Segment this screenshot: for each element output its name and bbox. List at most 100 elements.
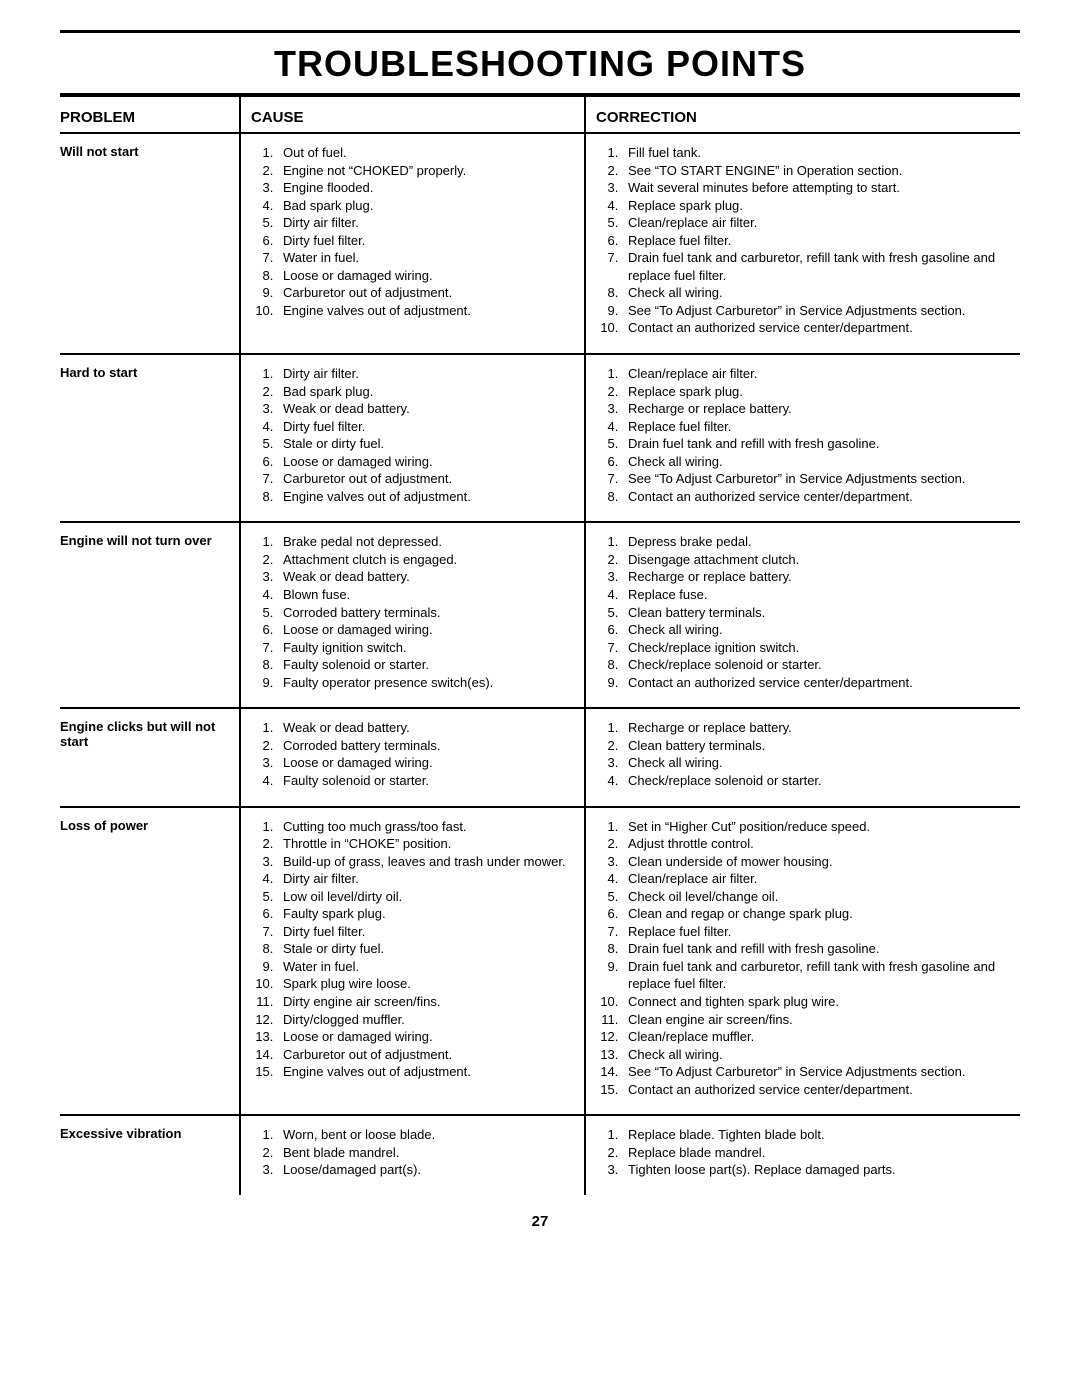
correction-item: Clean engine air screen/fins.	[622, 1011, 1014, 1029]
correction-item: Contact an authorized service center/dep…	[622, 674, 1014, 692]
problem-cell: Engine clicks but will not start	[60, 708, 240, 806]
correction-item: Clean underside of mower housing.	[622, 853, 1014, 871]
cause-item: Dirty fuel filter.	[277, 232, 578, 250]
correction-item: Check/replace ignition switch.	[622, 639, 1014, 657]
cause-item: Loose or damaged wiring.	[277, 754, 578, 772]
table-row: Hard to startDirty air filter.Bad spark …	[60, 354, 1020, 522]
table-row: Loss of powerCutting too much grass/too …	[60, 807, 1020, 1116]
correction-item: Replace fuel filter.	[622, 418, 1014, 436]
correction-item: Check/replace solenoid or starter.	[622, 656, 1014, 674]
cause-item: Engine not “CHOKED” properly.	[277, 162, 578, 180]
correction-cell: Set in “Higher Cut” position/reduce spee…	[585, 807, 1020, 1116]
correction-item: See “TO START ENGINE” in Operation secti…	[622, 162, 1014, 180]
correction-item: Replace spark plug.	[622, 383, 1014, 401]
cause-item: Dirty air filter.	[277, 365, 578, 383]
correction-item: Check all wiring.	[622, 621, 1014, 639]
correction-item: Contact an authorized service center/dep…	[622, 319, 1014, 337]
cause-cell: Cutting too much grass/too fast.Throttle…	[240, 807, 585, 1116]
cause-item: Faulty solenoid or starter.	[277, 772, 578, 790]
cause-item: Carburetor out of adjustment.	[277, 284, 578, 302]
cause-item: Brake pedal not depressed.	[277, 533, 578, 551]
correction-item: Depress brake pedal.	[622, 533, 1014, 551]
correction-item: See “To Adjust Carburetor” in Service Ad…	[622, 1063, 1014, 1081]
cause-item: Throttle in “CHOKE” position.	[277, 835, 578, 853]
cause-item: Dirty air filter.	[277, 214, 578, 232]
correction-item: Replace fuel filter.	[622, 232, 1014, 250]
correction-item: Clean/replace air filter.	[622, 870, 1014, 888]
correction-item: Drain fuel tank and carburetor, refill t…	[622, 249, 1014, 284]
cause-item: Carburetor out of adjustment.	[277, 470, 578, 488]
correction-item: Clean and regap or change spark plug.	[622, 905, 1014, 923]
cause-item: Loose or damaged wiring.	[277, 621, 578, 639]
correction-item: Replace fuel filter.	[622, 923, 1014, 941]
cause-item: Weak or dead battery.	[277, 400, 578, 418]
correction-cell: Fill fuel tank.See “TO START ENGINE” in …	[585, 133, 1020, 354]
cause-item: Engine valves out of adjustment.	[277, 488, 578, 506]
cause-item: Loose or damaged wiring.	[277, 1028, 578, 1046]
page-container: TROUBLESHOOTING POINTS PROBLEM CAUSE COR…	[0, 0, 1080, 1270]
table-row: Will not startOut of fuel.Engine not “CH…	[60, 133, 1020, 354]
cause-cell: Out of fuel.Engine not “CHOKED” properly…	[240, 133, 585, 354]
cause-item: Loose or damaged wiring.	[277, 453, 578, 471]
cause-item: Dirty fuel filter.	[277, 418, 578, 436]
correction-item: See “To Adjust Carburetor” in Service Ad…	[622, 470, 1014, 488]
correction-item: Clean battery terminals.	[622, 737, 1014, 755]
correction-item: Replace spark plug.	[622, 197, 1014, 215]
cause-item: Faulty ignition switch.	[277, 639, 578, 657]
cause-item: Out of fuel.	[277, 144, 578, 162]
correction-item: Replace blade mandrel.	[622, 1144, 1014, 1162]
correction-item: Check all wiring.	[622, 453, 1014, 471]
cause-item: Worn, bent or loose blade.	[277, 1126, 578, 1144]
correction-item: Recharge or replace battery.	[622, 400, 1014, 418]
problem-cell: Engine will not turn over	[60, 522, 240, 708]
cause-item: Engine flooded.	[277, 179, 578, 197]
correction-cell: Replace blade. Tighten blade bolt.Replac…	[585, 1115, 1020, 1195]
correction-item: Drain fuel tank and refill with fresh ga…	[622, 435, 1014, 453]
correction-item: Clean/replace air filter.	[622, 214, 1014, 232]
cause-item: Low oil level/dirty oil.	[277, 888, 578, 906]
header-cause: CAUSE	[240, 97, 585, 133]
cause-item: Water in fuel.	[277, 249, 578, 267]
cause-item: Attachment clutch is engaged.	[277, 551, 578, 569]
correction-item: Check all wiring.	[622, 754, 1014, 772]
header-problem: PROBLEM	[60, 97, 240, 133]
cause-item: Corroded battery terminals.	[277, 737, 578, 755]
correction-item: Recharge or replace battery.	[622, 719, 1014, 737]
correction-cell: Clean/replace air filter.Replace spark p…	[585, 354, 1020, 522]
correction-item: Replace fuse.	[622, 586, 1014, 604]
correction-item: Clean battery terminals.	[622, 604, 1014, 622]
page-number: 27	[60, 1213, 1020, 1230]
header-correction: CORRECTION	[585, 97, 1020, 133]
cause-item: Build-up of grass, leaves and trash unde…	[277, 853, 578, 871]
correction-item: Tighten loose part(s). Replace damaged p…	[622, 1161, 1014, 1179]
correction-item: Connect and tighten spark plug wire.	[622, 993, 1014, 1011]
cause-item: Engine valves out of adjustment.	[277, 302, 578, 320]
cause-item: Spark plug wire loose.	[277, 975, 578, 993]
correction-item: Drain fuel tank and carburetor, refill t…	[622, 958, 1014, 993]
correction-cell: Depress brake pedal.Disengage attachment…	[585, 522, 1020, 708]
table-row: Engine clicks but will not startWeak or …	[60, 708, 1020, 806]
correction-item: Replace blade. Tighten blade bolt.	[622, 1126, 1014, 1144]
correction-item: Check oil level/change oil.	[622, 888, 1014, 906]
cause-item: Carburetor out of adjustment.	[277, 1046, 578, 1064]
correction-item: Recharge or replace battery.	[622, 568, 1014, 586]
cause-item: Water in fuel.	[277, 958, 578, 976]
correction-cell: Recharge or replace battery.Clean batter…	[585, 708, 1020, 806]
cause-item: Dirty air filter.	[277, 870, 578, 888]
cause-item: Loose/damaged part(s).	[277, 1161, 578, 1179]
correction-item: Clean/replace air filter.	[622, 365, 1014, 383]
cause-item: Stale or dirty fuel.	[277, 435, 578, 453]
problem-cell: Hard to start	[60, 354, 240, 522]
page-title: TROUBLESHOOTING POINTS	[60, 43, 1020, 85]
table-row: Engine will not turn over Brake pedal not…	[60, 522, 1020, 708]
cause-item: Bad spark plug.	[277, 197, 578, 215]
cause-item: Stale or dirty fuel.	[277, 940, 578, 958]
correction-item: See “To Adjust Carburetor” in Service Ad…	[622, 302, 1014, 320]
cause-item: Weak or dead battery.	[277, 568, 578, 586]
correction-item: Disengage attachment clutch.	[622, 551, 1014, 569]
cause-item: Bent blade mandrel.	[277, 1144, 578, 1162]
cause-item: Corroded battery terminals.	[277, 604, 578, 622]
correction-item: Clean/replace muffler.	[622, 1028, 1014, 1046]
cause-cell: Weak or dead battery.Corroded battery te…	[240, 708, 585, 806]
cause-cell: Dirty air filter.Bad spark plug.Weak or …	[240, 354, 585, 522]
